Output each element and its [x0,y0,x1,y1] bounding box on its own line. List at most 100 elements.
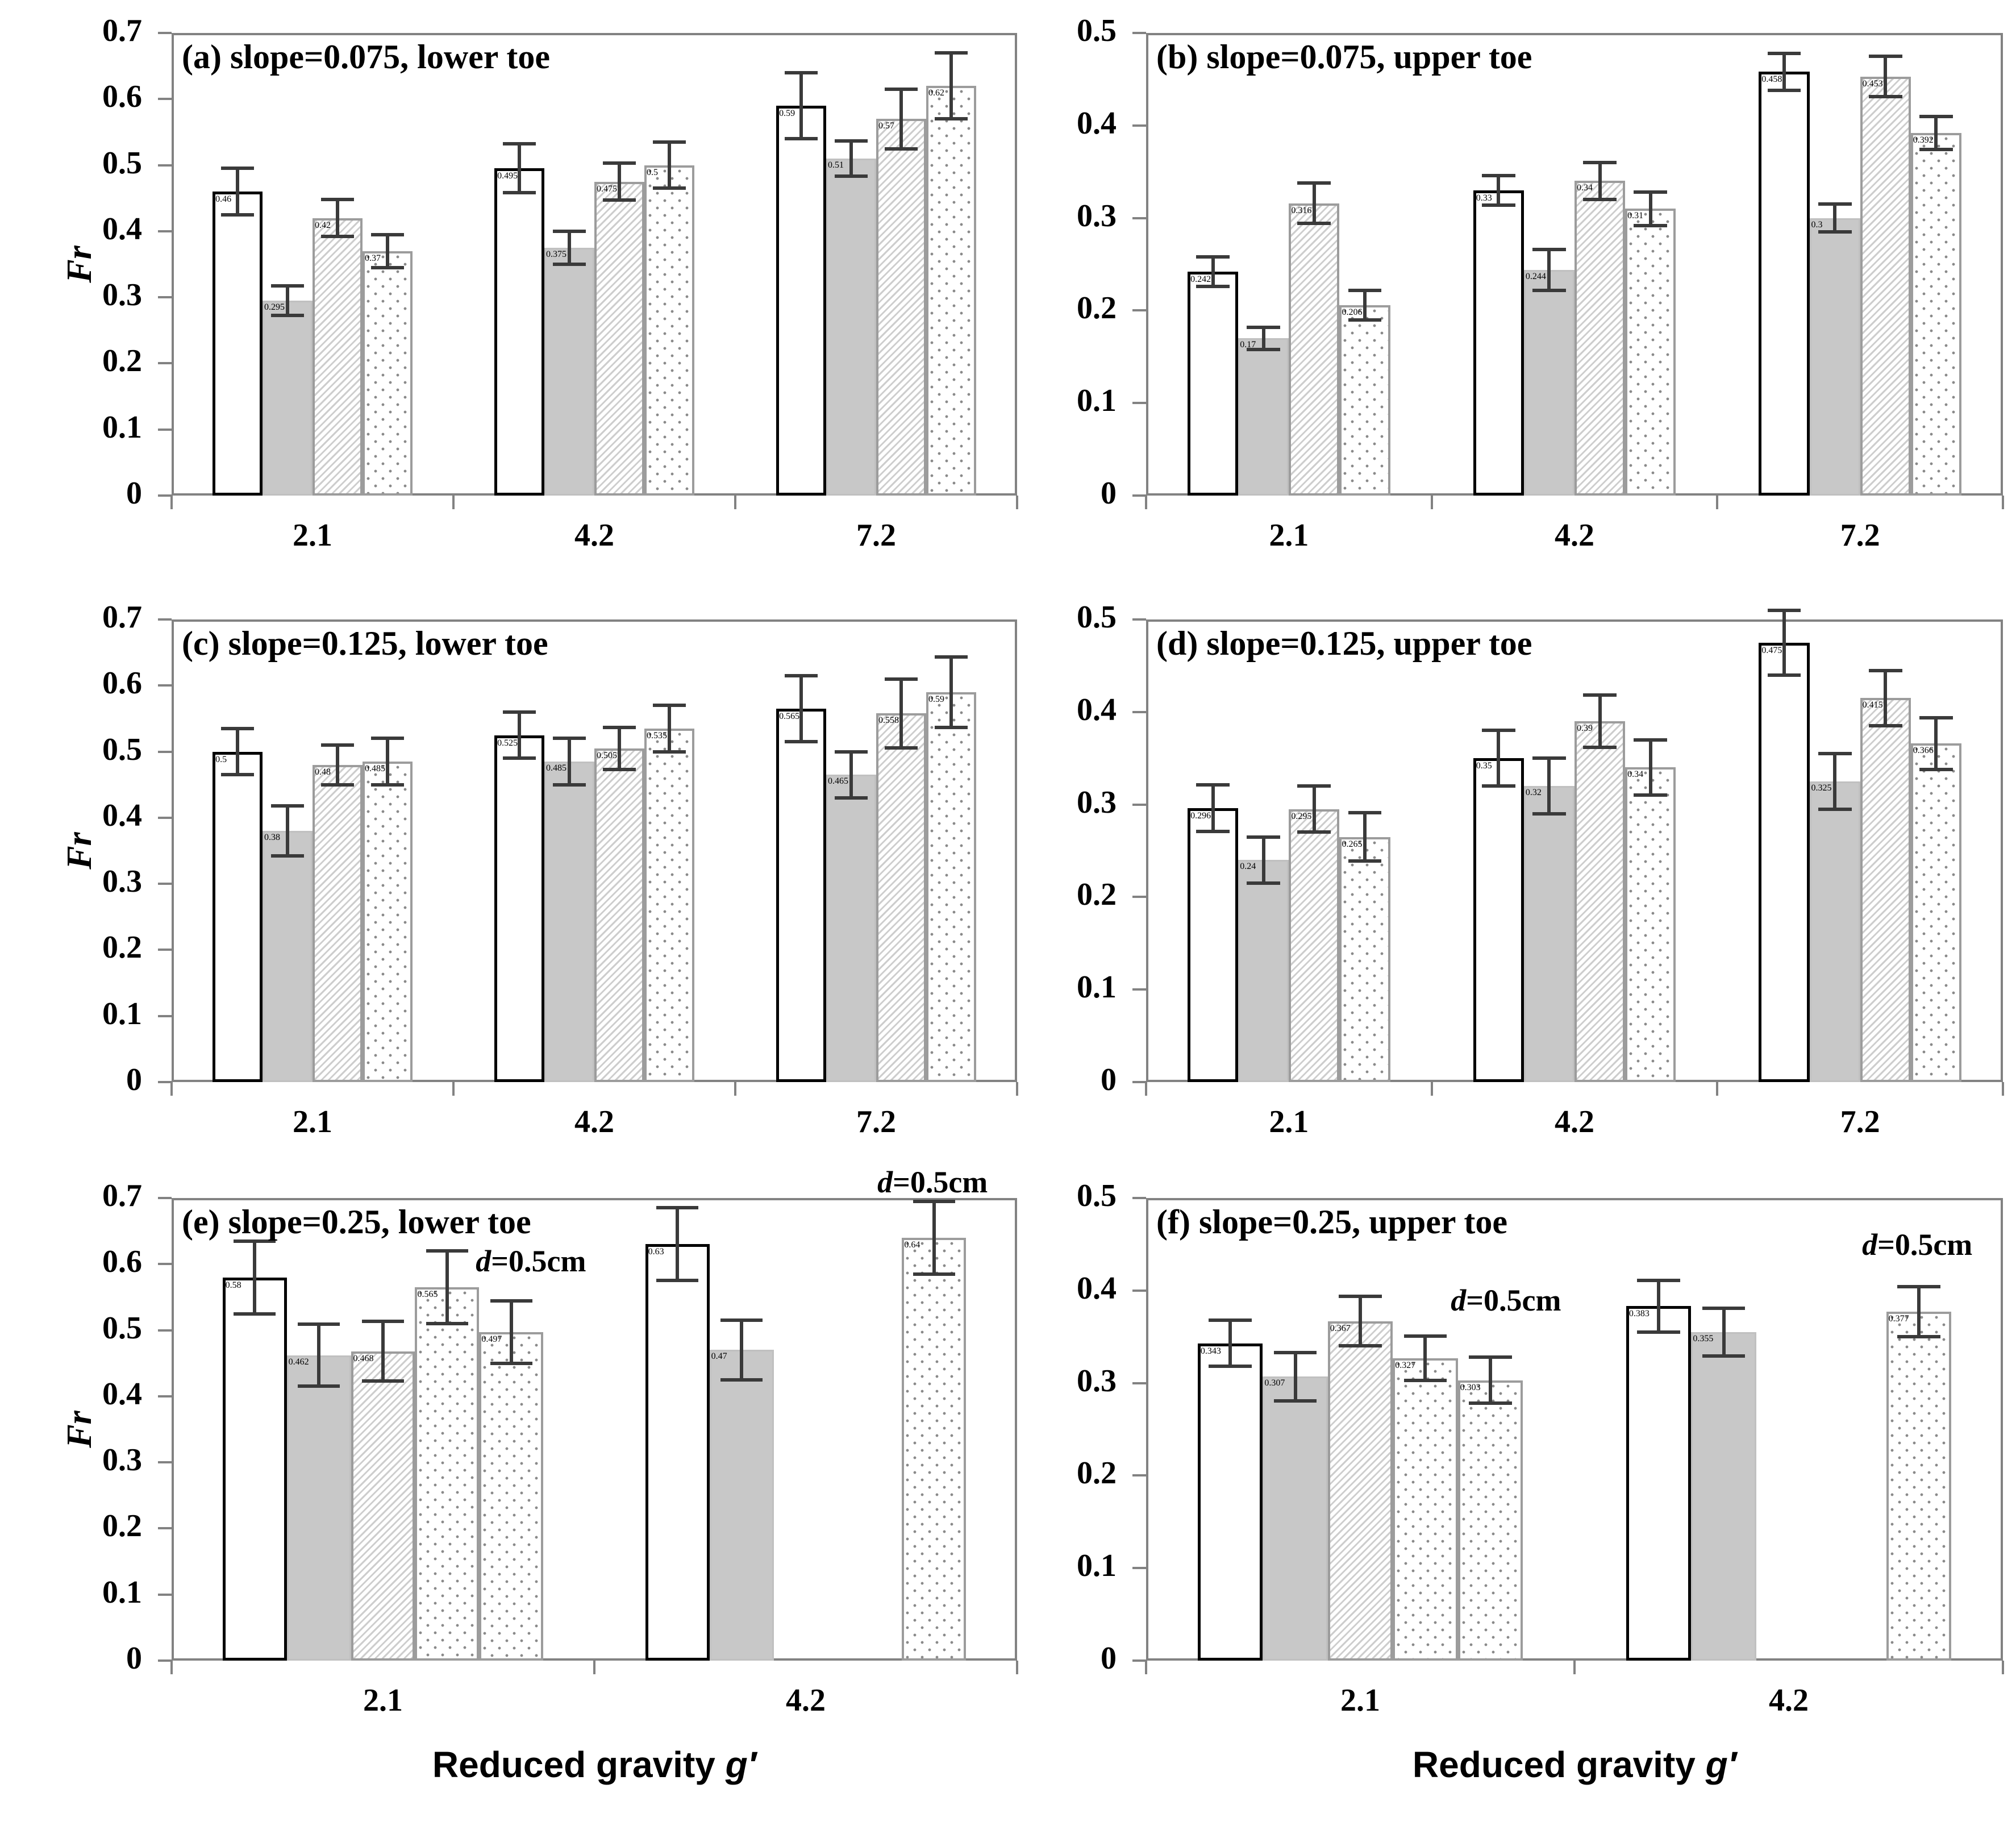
error-bar-cap-bottom [934,725,968,729]
y-tick-label: 0.3 [1077,784,1117,820]
error-bar-cap-bottom [297,1384,340,1388]
error-bar-stem [1547,249,1551,290]
error-bar-cap-bottom [1532,812,1566,816]
error-bar-stem [799,72,803,139]
bar-open: 0.458 [1759,72,1810,496]
y-tick-mark [1132,618,1146,621]
error-bar-cap-top [602,725,636,729]
y-tick-label: 0.2 [102,930,142,966]
error-bar-cap-top [1481,173,1515,177]
y-tick-label: 0.5 [1077,13,1117,48]
error-bar-cap-top [652,140,686,144]
error-bar-cap-bottom [1209,1365,1252,1369]
error-bar-cap-top [913,1199,956,1203]
error-bar-stem [1211,785,1215,831]
y-tick-mark [1132,32,1146,34]
bar-gray: 0.38 [263,831,313,1082]
panel-title-d: (d) slope=0.125, upper toe [1156,625,1532,662]
y-tick-label: 0.7 [102,600,142,635]
y-tick-label: 0.2 [1077,877,1117,913]
y-tick-mark [158,1461,172,1464]
x-tick-label: 2.1 [1269,518,1309,553]
y-tick-label: 0.1 [102,1574,142,1610]
y-tick-mark [1132,896,1146,899]
error-bar-cap-top [1339,1294,1382,1298]
error-bar-stem [381,1321,385,1382]
y-tick-label: 0.6 [102,79,142,115]
bar-dotted: 0.485 [362,762,413,1082]
x-tick-mark [734,496,736,509]
error-bar-cap-top [1481,729,1515,733]
bar-open: 0.383 [1626,1306,1692,1661]
error-bar-cap-bottom [1868,724,1902,728]
panel-title-c: (c) slope=0.125, lower toe [182,625,548,662]
y-axis-title-fr: Fr [60,832,99,870]
error-bar-cap-top [1247,325,1281,329]
y-tick-mark [158,816,172,819]
error-bar-stem [740,1320,744,1380]
error-bar-stem [799,675,803,742]
y-tick-label: 0.1 [102,409,142,445]
error-bar-stem [1934,116,1938,150]
y-tick-label: 0.3 [102,864,142,900]
error-bar-cap-top [1767,608,1801,612]
error-bar-stem [1648,739,1652,796]
annotation-italic-d: d [476,1244,491,1279]
bar-dotted: 0.59 [926,692,976,1082]
y-tick-label: 0.1 [1077,970,1117,1005]
y-tick-label: 0.3 [102,1442,142,1478]
error-bar-cap-bottom [553,783,586,787]
error-bar-stem [385,234,389,268]
bar-gray: 0.32 [1523,786,1575,1082]
x-tick-label: 4.2 [1555,518,1594,553]
error-bar-cap-bottom [884,147,918,151]
x-tick-mark [1145,1661,1147,1674]
y-tick-label: 0.1 [102,996,142,1031]
bar-hatched: 0.48 [313,764,363,1082]
bar-hatched: 0.558 [876,713,926,1082]
error-bar-cap-top [602,161,636,165]
x-tick-label: 4.2 [786,1683,826,1718]
y-tick-label: 0.1 [1077,1548,1117,1584]
error-bar-stem [1884,670,1888,726]
error-bar-cap-bottom [835,174,868,178]
error-bar-cap-bottom [271,854,305,858]
error-bar-cap-bottom [1297,830,1331,834]
x-tick-label: 4.2 [1769,1683,1809,1718]
y-tick-mark [158,1263,172,1266]
y-tick-label: 0 [126,1062,142,1097]
error-bar-cap-bottom [221,773,255,777]
y-tick-mark [158,684,172,687]
error-bar-cap-top [1273,1350,1317,1354]
bar-gray: 0.47 [709,1350,774,1661]
y-tick-label: 0.4 [1077,105,1117,141]
bar-dotted2: 0.303 [1457,1380,1523,1661]
error-bar-cap-bottom [1583,198,1617,202]
bar-hatched: 0.468 [351,1351,415,1661]
error-bar-cap-bottom [320,783,354,787]
y-tick-label: 0.2 [102,343,142,379]
y-tick-mark [158,362,172,365]
bar-hatched: 0.42 [313,218,363,496]
x-tick-label: 7.2 [856,518,896,553]
error-bar-cap-top [835,750,868,754]
y-tick-label: 0.2 [102,1508,142,1544]
error-bar-cap-bottom [1273,1399,1317,1403]
error-bar-cap-top [835,139,868,143]
error-bar-cap-top [785,70,818,74]
error-bar-cap-bottom [602,198,636,202]
y-tick-label: 0.5 [102,731,142,767]
y-tick-mark [1132,988,1146,991]
error-bar-cap-top [1532,247,1566,251]
y-tick-mark [158,1329,172,1332]
error-bar-cap-top [934,655,968,659]
error-bar-stem [445,1251,449,1324]
y-tick-mark [1132,1474,1146,1477]
error-bar-stem [1261,837,1265,883]
error-bar-stem [849,140,853,177]
bar-dotted2: 0.497 [479,1332,544,1661]
error-bar-cap-bottom [553,263,586,266]
bar-gray: 0.465 [826,775,876,1082]
y-tick-mark [158,1014,172,1017]
error-bar-cap-top [370,737,404,741]
